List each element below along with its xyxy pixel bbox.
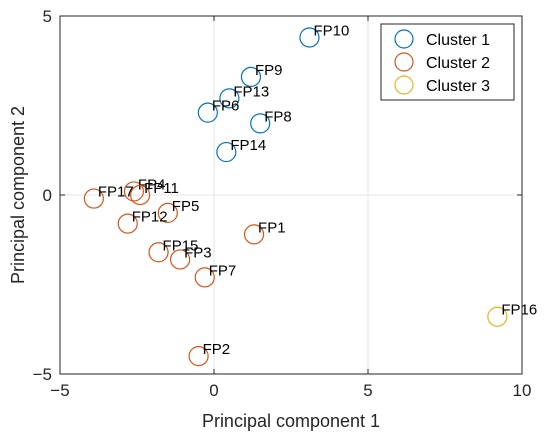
legend-entry-label: Cluster 2 xyxy=(426,55,490,72)
data-point xyxy=(219,88,240,109)
data-point xyxy=(240,66,262,87)
data-point-label: FP2 xyxy=(203,341,231,358)
data-point xyxy=(487,306,508,327)
data-point-label: FP15 xyxy=(163,237,199,254)
data-point xyxy=(157,202,178,223)
x-axis-label: Principal component 1 xyxy=(202,411,380,431)
data-point xyxy=(83,188,104,209)
data-point-label: FP4 xyxy=(138,176,166,193)
data-point-label: FP10 xyxy=(313,22,349,39)
data-point-label: FP9 xyxy=(255,62,283,79)
data-point xyxy=(194,267,215,288)
y-tick-label: −5 xyxy=(33,365,52,384)
data-point xyxy=(188,346,209,367)
data-point xyxy=(117,213,138,234)
legend-marker xyxy=(394,52,414,72)
legend-box xyxy=(380,23,515,101)
data-point-label: FP5 xyxy=(172,198,200,215)
data-point-label: FP8 xyxy=(264,108,292,125)
legend-marker xyxy=(394,75,414,95)
legend-entry-label: Cluster 1 xyxy=(426,32,490,49)
data-point-label: FP14 xyxy=(230,137,266,154)
y-tick-label: 0 xyxy=(43,186,52,205)
data-point-label: FP7 xyxy=(209,262,237,279)
data-point xyxy=(129,184,151,206)
x-tick-label: 10 xyxy=(513,381,532,400)
data-point-label: FP17 xyxy=(98,184,134,201)
data-point xyxy=(299,27,320,48)
data-point xyxy=(250,113,271,134)
data-point-label: FP12 xyxy=(132,209,168,226)
data-point xyxy=(216,141,237,163)
data-point-label: FP3 xyxy=(184,244,212,261)
data-point-label: FP6 xyxy=(212,98,240,115)
data-point-label: FP1 xyxy=(258,219,286,236)
y-tick-label: 5 xyxy=(43,7,52,26)
tick-layer: −5 0 5 10 −5 0 5 xyxy=(33,7,532,400)
legend: Cluster 1 Cluster 2 Cluster 3 xyxy=(380,23,515,101)
data-point xyxy=(243,224,265,245)
data-point xyxy=(197,102,218,123)
data-point-label: FP16 xyxy=(501,302,537,319)
x-tick-label: −5 xyxy=(50,381,69,400)
x-tick-label: 5 xyxy=(363,381,372,400)
x-tick-label: 0 xyxy=(209,381,218,400)
data-point xyxy=(148,242,169,263)
data-point xyxy=(170,249,191,270)
y-axis-label: Principal component 2 xyxy=(8,106,28,284)
legend-entry-label: Cluster 3 xyxy=(426,78,490,95)
legend-marker xyxy=(394,29,414,49)
data-point xyxy=(123,181,145,202)
data-point-label: FP13 xyxy=(233,83,269,100)
data-point-label: FP11 xyxy=(144,180,179,197)
